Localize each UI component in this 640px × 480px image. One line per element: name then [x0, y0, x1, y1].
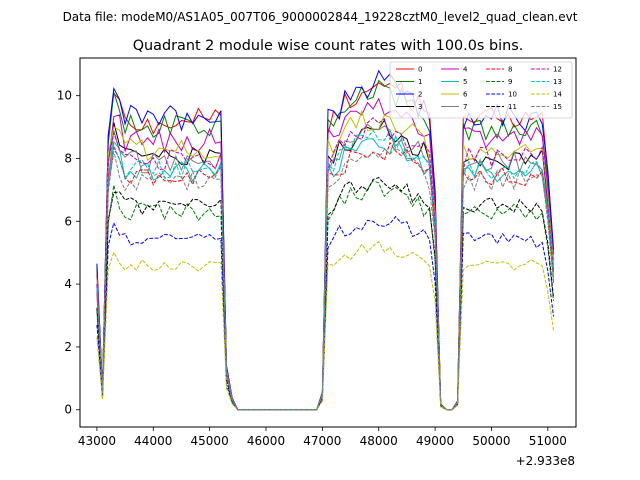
legend-label: 14: [553, 91, 562, 99]
series-line-5: [96, 134, 554, 411]
legend-label: 12: [553, 66, 562, 74]
x-tick-label: 49000: [416, 434, 454, 448]
series-line-11: [96, 177, 554, 411]
x-tick-label: 46000: [247, 434, 285, 448]
series-line-10: [96, 215, 554, 411]
y-tick-label: 8: [64, 151, 72, 165]
y-tick-label: 2: [64, 340, 72, 354]
series-line-6: [96, 109, 554, 411]
series-line-8: [96, 141, 554, 411]
series-layer: [96, 69, 554, 411]
legend-label: 15: [553, 103, 562, 111]
legend-label: 7: [463, 103, 467, 111]
series-line-14: [96, 240, 554, 411]
series-line-4: [96, 97, 554, 411]
legend-label: 3: [418, 103, 422, 111]
legend-label: 5: [463, 78, 467, 86]
y-tick-label: 4: [64, 277, 72, 291]
y-tick-label: 10: [57, 89, 72, 103]
x-tick-label: 45000: [191, 434, 229, 448]
series-line-13: [96, 129, 554, 411]
y-tick-label: 6: [64, 214, 72, 228]
legend-label: 10: [508, 91, 517, 99]
series-line-15: [96, 146, 554, 411]
series-line-9: [96, 180, 554, 411]
series-line-7: [96, 123, 554, 411]
legend-label: 4: [463, 66, 468, 74]
legend-label: 13: [553, 78, 562, 86]
x-tick-label: 44000: [134, 434, 172, 448]
y-axis: 0 2 4 6 8 10: [57, 89, 80, 417]
x-tick-label: 51000: [529, 434, 567, 448]
y-tick-label: 0: [64, 403, 72, 417]
series-line-12: [96, 117, 554, 411]
legend-label: 1: [418, 78, 422, 86]
series-line-1: [96, 79, 554, 411]
legend-label: 0: [418, 66, 422, 74]
plot-area: [79, 57, 577, 428]
legend-label: 2: [418, 91, 422, 99]
legend-label: 8: [508, 66, 512, 74]
x-tick-label: 43000: [78, 434, 116, 448]
legend-label: 6: [463, 91, 468, 99]
legend-label: 9: [508, 78, 512, 86]
figure-suptitle: Data file: modeM0/AS1A05_007T06_90000028…: [63, 10, 578, 24]
chart-title: Quadrant 2 module wise count rates with …: [133, 38, 524, 54]
x-axis: 43000 44000 45000 46000 47000 48000 49000 50000…: [78, 427, 567, 448]
x-tick-label: 50000: [472, 434, 510, 448]
legend-label: 11: [508, 103, 517, 111]
x-tick-label: 47000: [303, 434, 341, 448]
plot-frame: [79, 57, 577, 428]
x-offset-label: +2.933e8: [516, 454, 575, 468]
x-tick-label: 48000: [360, 434, 398, 448]
legend-box: [389, 61, 573, 119]
